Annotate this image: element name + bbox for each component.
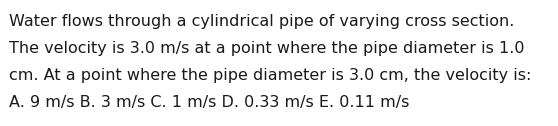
Text: Water flows through a cylindrical pipe of varying cross section.: Water flows through a cylindrical pipe o…	[9, 14, 514, 29]
Text: A. 9 m/s B. 3 m/s C. 1 m/s D. 0.33 m/s E. 0.11 m/s: A. 9 m/s B. 3 m/s C. 1 m/s D. 0.33 m/s E…	[9, 95, 410, 110]
Text: The velocity is 3.0 m/s at a point where the pipe diameter is 1.0: The velocity is 3.0 m/s at a point where…	[9, 41, 525, 56]
Text: cm. At a point where the pipe diameter is 3.0 cm, the velocity is:: cm. At a point where the pipe diameter i…	[9, 68, 531, 83]
